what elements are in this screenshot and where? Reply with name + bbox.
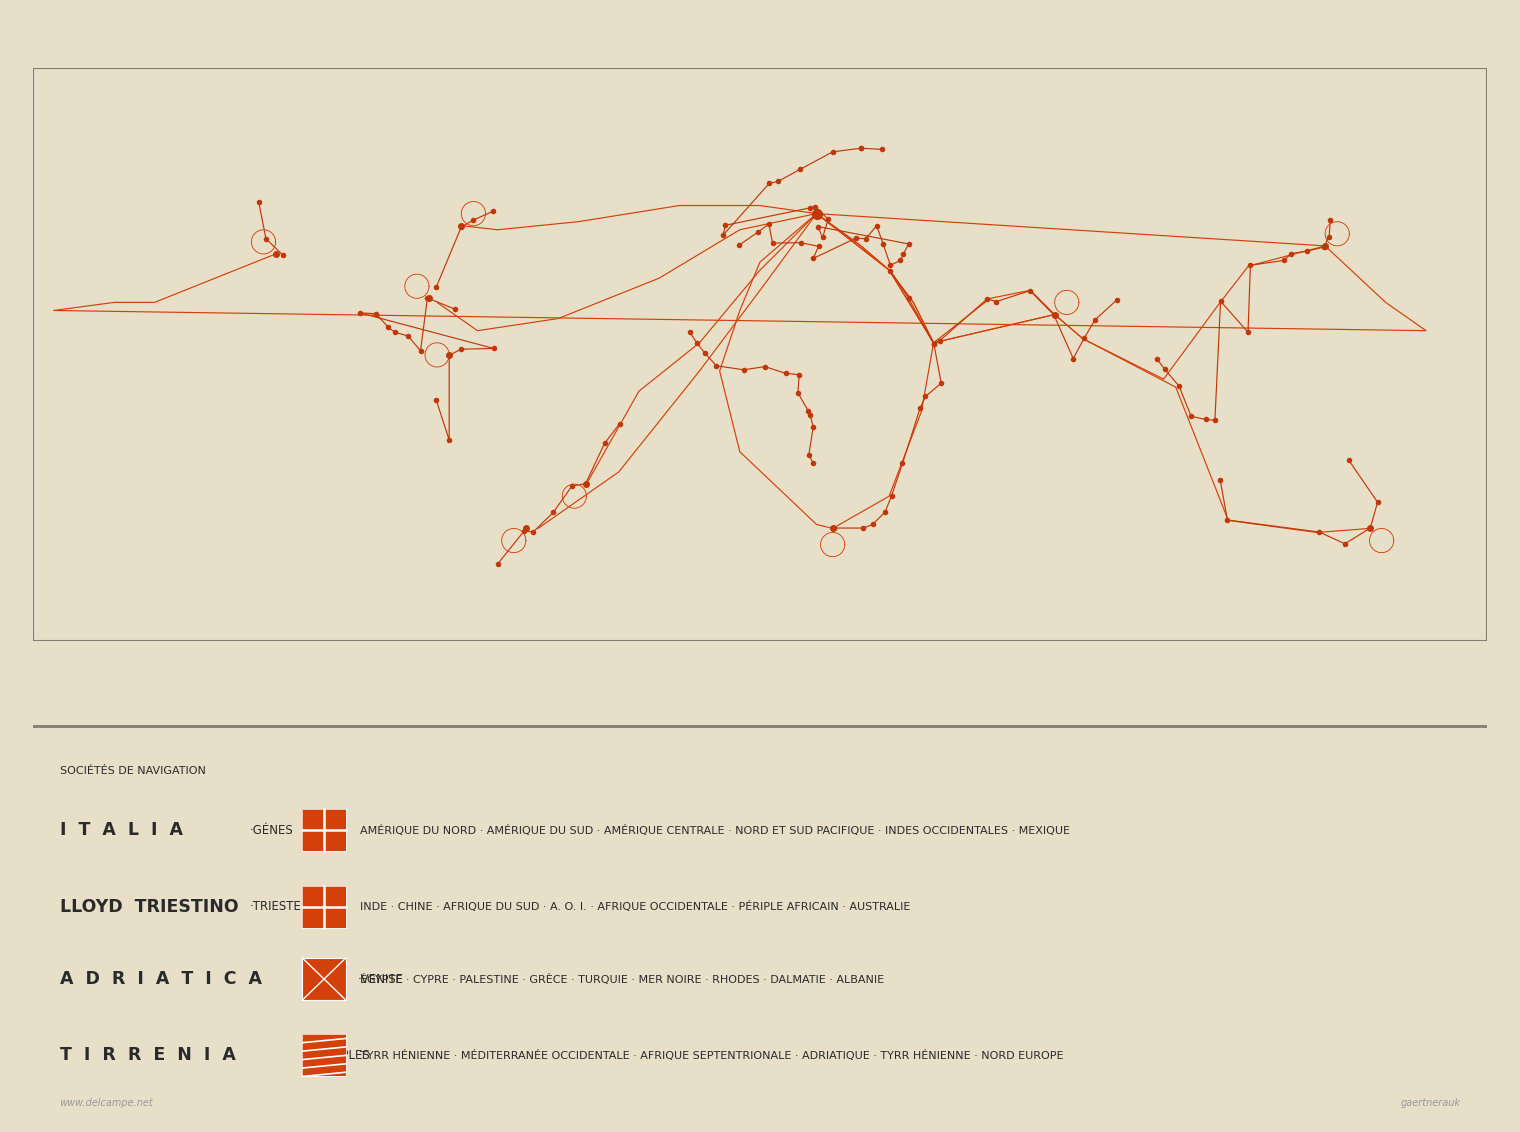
Text: ·TRIESTE: ·TRIESTE — [251, 900, 302, 914]
Text: ·GÉNES: ·GÉNES — [251, 824, 293, 837]
Bar — [302, 809, 347, 851]
Text: www.delcampe.net: www.delcampe.net — [59, 1098, 154, 1107]
Text: ·NAPLES: ·NAPLES — [322, 1049, 371, 1062]
Bar — [302, 958, 347, 1000]
Bar — [302, 809, 347, 851]
Text: AMÉRIQUE DU NORD · AMÉRIQUE DU SUD · AMÉRIQUE CENTRALE · NORD ET SUD PACIFIQUE ·: AMÉRIQUE DU NORD · AMÉRIQUE DU SUD · AMÉ… — [360, 825, 1070, 835]
Text: ·VENISE: ·VENISE — [357, 972, 403, 986]
Bar — [302, 1035, 347, 1077]
Text: I  T  A  L  I  A: I T A L I A — [59, 822, 182, 839]
Bar — [302, 885, 347, 928]
Text: T  I  R  R  E  N  I  A: T I R R E N I A — [59, 1046, 236, 1064]
Text: TYRR HÉNIENNE · MÉDITERRANÉE OCCIDENTALE · AFRIQUE SEPTENTRIONALE · ADRIATIQUE ·: TYRR HÉNIENNE · MÉDITERRANÉE OCCIDENTALE… — [360, 1049, 1064, 1061]
Bar — [302, 958, 347, 1000]
Text: gaertnerauk: gaertnerauk — [1400, 1098, 1461, 1107]
Text: INDE · CHINE · AFRIQUE DU SUD · A. O. I. · AFRIQUE OCCIDENTALE · PÉRIPLE AFRICAI: INDE · CHINE · AFRIQUE DU SUD · A. O. I.… — [360, 901, 910, 912]
Text: ÉGYPTE · CYPRE · PALESTINE · GRÈCE · TURQUIE · MER NOIRE · RHODES · DALMATIE · A: ÉGYPTE · CYPRE · PALESTINE · GRÈCE · TUR… — [360, 974, 885, 985]
Bar — [302, 1035, 347, 1077]
Bar — [33, 68, 1487, 642]
Text: SOCIÉTÉS DE NAVIGATION: SOCIÉTÉS DE NAVIGATION — [59, 766, 205, 777]
Bar — [302, 885, 347, 928]
Text: LLOYD  TRIESTINO: LLOYD TRIESTINO — [59, 898, 239, 916]
Text: A  D  R  I  A  T  I  C  A: A D R I A T I C A — [59, 970, 261, 988]
